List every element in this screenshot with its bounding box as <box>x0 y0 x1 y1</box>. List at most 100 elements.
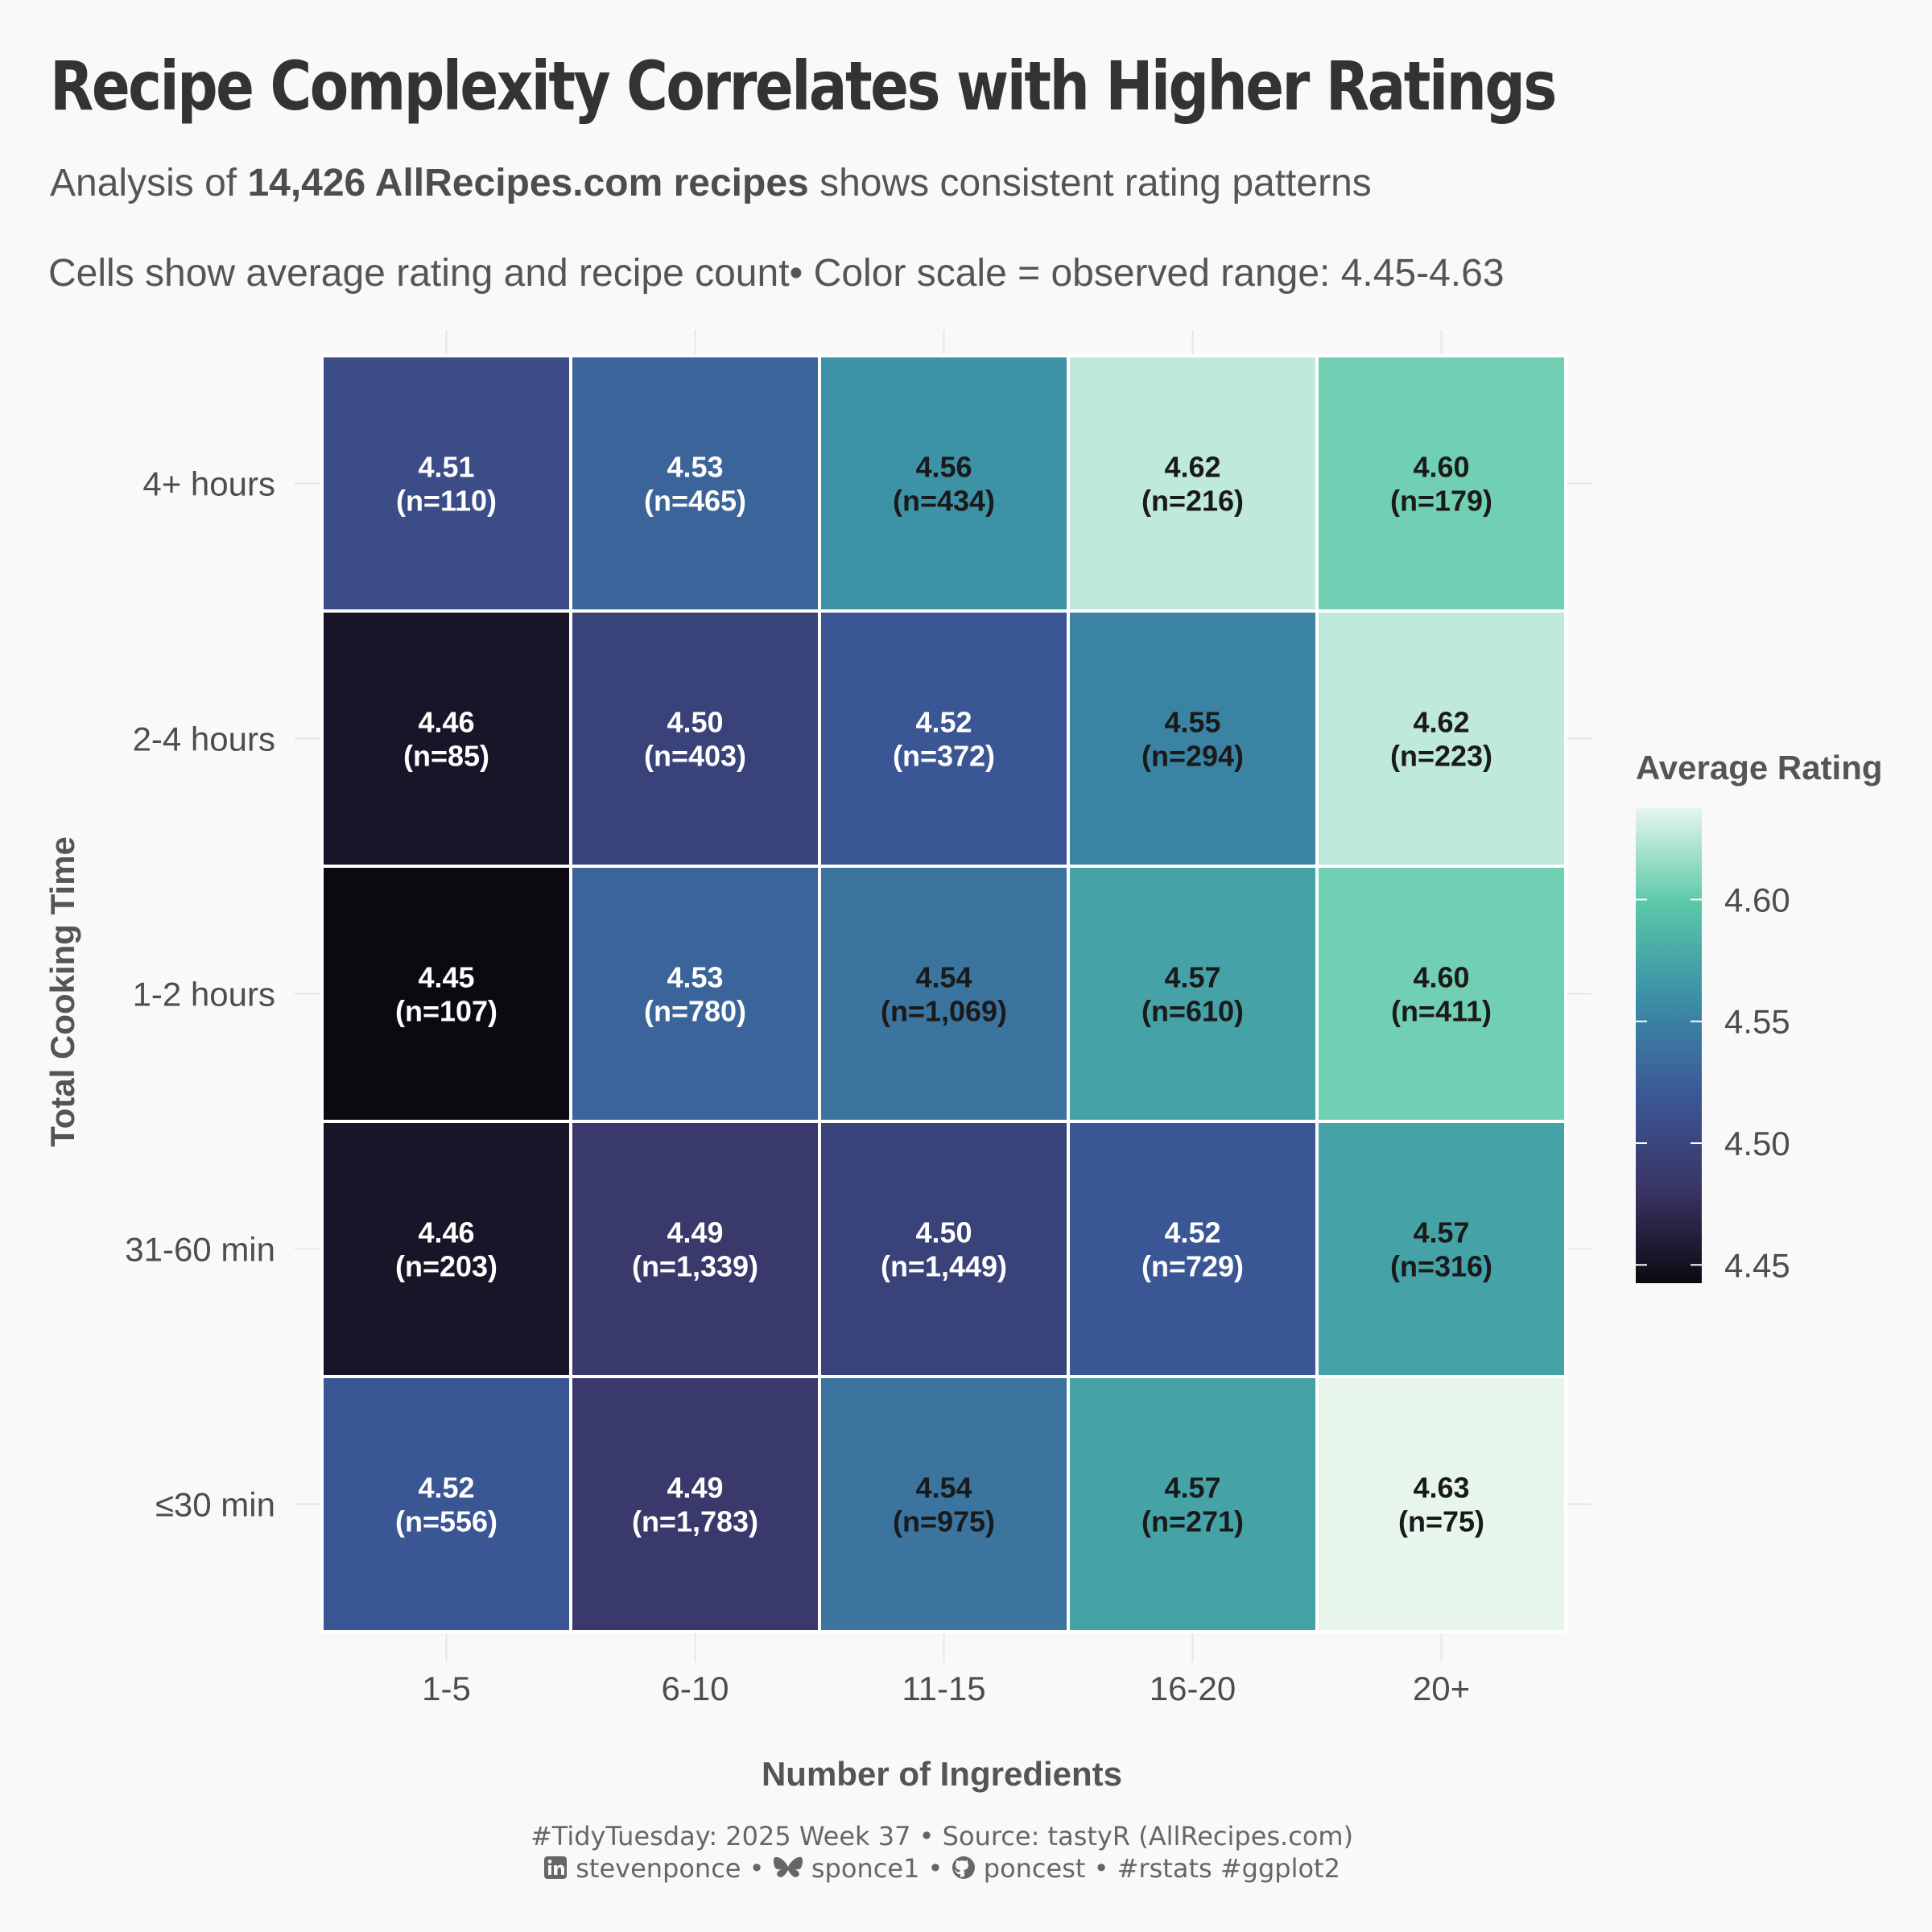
heatmap-cell <box>569 865 821 1123</box>
heatmap-cell <box>818 1375 1070 1633</box>
cell-count-label: (n=85) <box>403 740 489 773</box>
cell-count-label: (n=75) <box>1398 1505 1484 1538</box>
y-tick-label: 1-2 hours <box>133 976 275 1013</box>
heatmap-cells: 4.51(n=110)4.53(n=465)4.56(n=434)4.62(n=… <box>320 354 1567 1633</box>
x-axis-ticks: 1-5 6-10 11-15 16-20 20+ <box>422 1670 1470 1707</box>
chart-subtitle: Analysis of 14,426 AllRecipes.com recipe… <box>50 161 1372 205</box>
colorbar-tick-label: 4.55 <box>1724 1003 1790 1041</box>
cell-rating-label: 4.49 <box>667 1216 723 1249</box>
subtitle-pre: Analysis of <box>50 162 248 204</box>
caption-tags: #rstats #ggplot2 <box>1117 1853 1340 1884</box>
colorbar-tick-label: 4.45 <box>1724 1246 1790 1284</box>
cell-rating-label: 4.63 <box>1413 1472 1469 1505</box>
heatmap-cell <box>1315 865 1567 1123</box>
cell-count-label: (n=975) <box>893 1505 995 1538</box>
heatmap-cell <box>1315 1375 1567 1633</box>
cell-rating-label: 4.57 <box>1164 961 1220 994</box>
caption-sep: • <box>741 1853 773 1884</box>
linkedin-handle: stevenponce <box>576 1853 741 1884</box>
caption-sep: • <box>1085 1853 1117 1884</box>
cell-count-label: (n=271) <box>1141 1505 1244 1538</box>
subtitle-post: shows consistent rating patterns <box>808 162 1372 204</box>
cell-count-label: (n=216) <box>1141 485 1244 518</box>
heatmap-cell <box>569 609 821 868</box>
y-tick-label: ≤30 min <box>155 1486 275 1524</box>
cell-rating-label: 4.50 <box>915 1216 972 1249</box>
y-tick-label: 4+ hours <box>142 465 275 503</box>
linkedin-icon <box>544 1856 568 1879</box>
cell-count-label: (n=1,449) <box>881 1250 1007 1283</box>
cell-count-label: (n=110) <box>396 485 497 518</box>
x-axis-label: Number of Ingredients <box>762 1755 1122 1793</box>
cell-rating-label: 4.62 <box>1413 706 1469 739</box>
bluesky-handle: sponce1 <box>811 1853 920 1884</box>
subtitle-bold: 14,426 AllRecipes.com recipes <box>247 162 809 204</box>
cell-rating-label: 4.54 <box>915 1472 972 1505</box>
cell-rating-label: 4.46 <box>418 1216 474 1249</box>
cell-count-label: (n=1,069) <box>881 995 1007 1028</box>
heatmap-cell <box>320 354 572 613</box>
y-axis-label: Total Cooking Time <box>43 836 81 1147</box>
y-tick-label: 31-60 min <box>125 1231 275 1269</box>
heatmap-cell <box>1067 1375 1319 1633</box>
cell-rating-label: 4.62 <box>1164 451 1220 484</box>
heatmap-cell <box>1067 1120 1319 1378</box>
x-tick-label: 16-20 <box>1150 1670 1236 1707</box>
heatmap-cell <box>1067 354 1319 613</box>
cell-rating-label: 4.57 <box>1164 1472 1220 1505</box>
heatmap-cell <box>1315 354 1567 613</box>
bluesky-butterfly-icon <box>773 1856 803 1877</box>
cell-count-label: (n=179) <box>1390 485 1492 518</box>
cell-count-label: (n=403) <box>644 740 746 773</box>
cell-count-label: (n=465) <box>644 485 746 518</box>
cell-count-label: (n=729) <box>1141 1250 1244 1283</box>
cell-rating-label: 4.60 <box>1413 451 1469 484</box>
cell-rating-label: 4.50 <box>667 706 723 739</box>
heatmap-cell <box>320 865 572 1123</box>
tick-marks <box>295 330 1591 1662</box>
cell-rating-label: 4.53 <box>667 961 723 994</box>
cell-rating-label: 4.55 <box>1164 706 1220 739</box>
cell-rating-label: 4.52 <box>915 706 972 739</box>
cell-count-label: (n=610) <box>1141 995 1244 1028</box>
heatmap-cell <box>569 1375 821 1633</box>
github-icon <box>952 1856 975 1879</box>
heatmap-cell <box>320 1120 572 1378</box>
github-handle: poncest <box>983 1853 1086 1884</box>
cell-rating-label: 4.52 <box>1164 1216 1220 1249</box>
heatmap-cell <box>818 1120 1070 1378</box>
cell-count-label: (n=1,339) <box>632 1250 758 1283</box>
heatmap-cell <box>1067 865 1319 1123</box>
cell-count-label: (n=556) <box>395 1505 497 1538</box>
x-tick-label: 20+ <box>1413 1670 1470 1707</box>
cell-rating-label: 4.45 <box>418 961 474 994</box>
cell-rating-label: 4.60 <box>1413 961 1469 994</box>
cell-rating-label: 4.51 <box>418 451 474 484</box>
heatmap-cell <box>818 354 1070 613</box>
cell-rating-label: 4.49 <box>667 1472 723 1505</box>
caption-social: stevenponce • sponce1 • poncest • #rstat… <box>0 1853 1884 1884</box>
heatmap-cell <box>569 354 821 613</box>
cell-count-label: (n=203) <box>395 1250 497 1283</box>
heatmap-cell <box>818 865 1070 1123</box>
cell-rating-label: 4.52 <box>418 1472 474 1505</box>
chart-note: Cells show average rating and recipe cou… <box>48 252 1505 295</box>
y-tick-label: 2-4 hours <box>133 720 275 758</box>
colorbar-gradient <box>1636 808 1702 1283</box>
x-tick-label: 11-15 <box>902 1670 985 1707</box>
cell-rating-label: 4.53 <box>667 451 723 484</box>
cell-count-label: (n=411) <box>1391 995 1492 1028</box>
cell-count-label: (n=1,783) <box>632 1505 758 1538</box>
cell-count-label: (n=372) <box>893 740 995 773</box>
caption-sep: • <box>919 1853 952 1884</box>
heatmap-cell <box>320 609 572 868</box>
y-axis-ticks: 4+ hours 2-4 hours 1-2 hours 31-60 min ≤30 m… <box>125 465 275 1524</box>
cell-count-label: (n=223) <box>1390 740 1492 773</box>
x-tick-label: 1-5 <box>422 1670 471 1707</box>
heatmap-cell <box>818 609 1070 868</box>
colorbar-tick-label: 4.50 <box>1724 1125 1790 1162</box>
heatmap-cell <box>569 1120 821 1378</box>
chart-title: Recipe Complexity Correlates with Higher… <box>50 47 1557 126</box>
cell-count-label: (n=294) <box>1141 740 1244 773</box>
